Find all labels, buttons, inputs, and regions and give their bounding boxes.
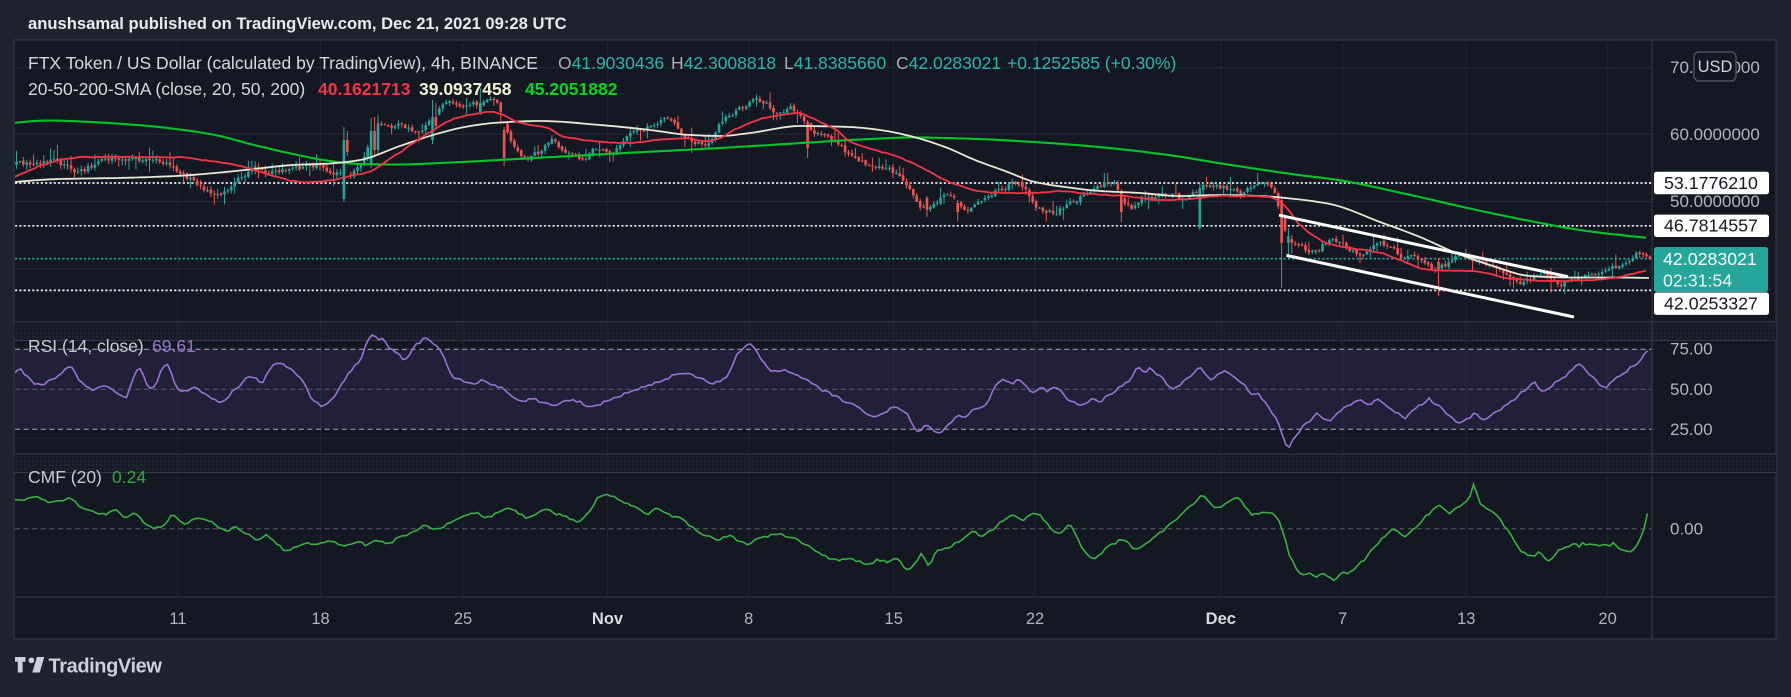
svg-text:69.61: 69.61 xyxy=(152,336,196,356)
svg-text:L41.8385660: L41.8385660 xyxy=(784,53,886,73)
svg-text:0.00: 0.00 xyxy=(1670,519,1703,538)
svg-text:18: 18 xyxy=(311,610,329,628)
svg-text:13: 13 xyxy=(1457,610,1475,628)
svg-text:46.7814557: 46.7814557 xyxy=(1664,216,1758,236)
svg-text:+0.1252585 (+0.30%): +0.1252585 (+0.30%) xyxy=(1007,53,1176,73)
svg-text:60.0000000: 60.0000000 xyxy=(1670,125,1760,144)
svg-text:RSI (14, close): RSI (14, close) xyxy=(28,336,144,356)
svg-text:7: 7 xyxy=(1338,610,1347,628)
svg-text:22: 22 xyxy=(1026,610,1044,628)
svg-text:11: 11 xyxy=(169,610,186,628)
svg-text:H42.3008818: H42.3008818 xyxy=(671,53,776,73)
svg-text:8: 8 xyxy=(744,610,753,628)
svg-text:USD: USD xyxy=(1698,58,1733,76)
svg-text:Dec: Dec xyxy=(1206,610,1236,628)
svg-text:anushsamal published on Tradin: anushsamal published on TradingView.com,… xyxy=(28,14,567,33)
svg-text:25: 25 xyxy=(454,610,472,628)
svg-text:0.24: 0.24 xyxy=(112,467,146,487)
svg-text:50.00: 50.00 xyxy=(1670,380,1713,399)
svg-text:75.00: 75.00 xyxy=(1670,340,1713,359)
svg-text:20: 20 xyxy=(1598,610,1616,628)
svg-text:42.0283021: 42.0283021 xyxy=(1663,249,1757,269)
svg-text:Nov: Nov xyxy=(592,610,624,628)
svg-text:FTX Token / US Dollar (calcula: FTX Token / US Dollar (calculated by Tra… xyxy=(28,53,538,73)
svg-text:02:31:54: 02:31:54 xyxy=(1663,271,1732,291)
svg-text:TradingView: TradingView xyxy=(49,656,163,678)
svg-text:25.00: 25.00 xyxy=(1670,420,1713,439)
svg-text:42.0253327: 42.0253327 xyxy=(1664,294,1758,314)
svg-text:O41.9030436: O41.9030436 xyxy=(558,53,664,73)
svg-text:20-50-200-SMA (close, 20, 50,: 20-50-200-SMA (close, 20, 50, 200) xyxy=(28,79,305,99)
svg-text:CMF (20): CMF (20) xyxy=(28,467,102,487)
svg-text:45.2051882: 45.2051882 xyxy=(525,79,618,99)
svg-text:15: 15 xyxy=(885,610,903,628)
svg-text:C42.0283021: C42.0283021 xyxy=(896,53,1001,73)
svg-text:39.0937458: 39.0937458 xyxy=(419,79,512,99)
svg-text:53.1776210: 53.1776210 xyxy=(1664,173,1758,193)
svg-text:40.1621713: 40.1621713 xyxy=(318,79,411,99)
svg-text:50.0000000: 50.0000000 xyxy=(1670,192,1760,211)
